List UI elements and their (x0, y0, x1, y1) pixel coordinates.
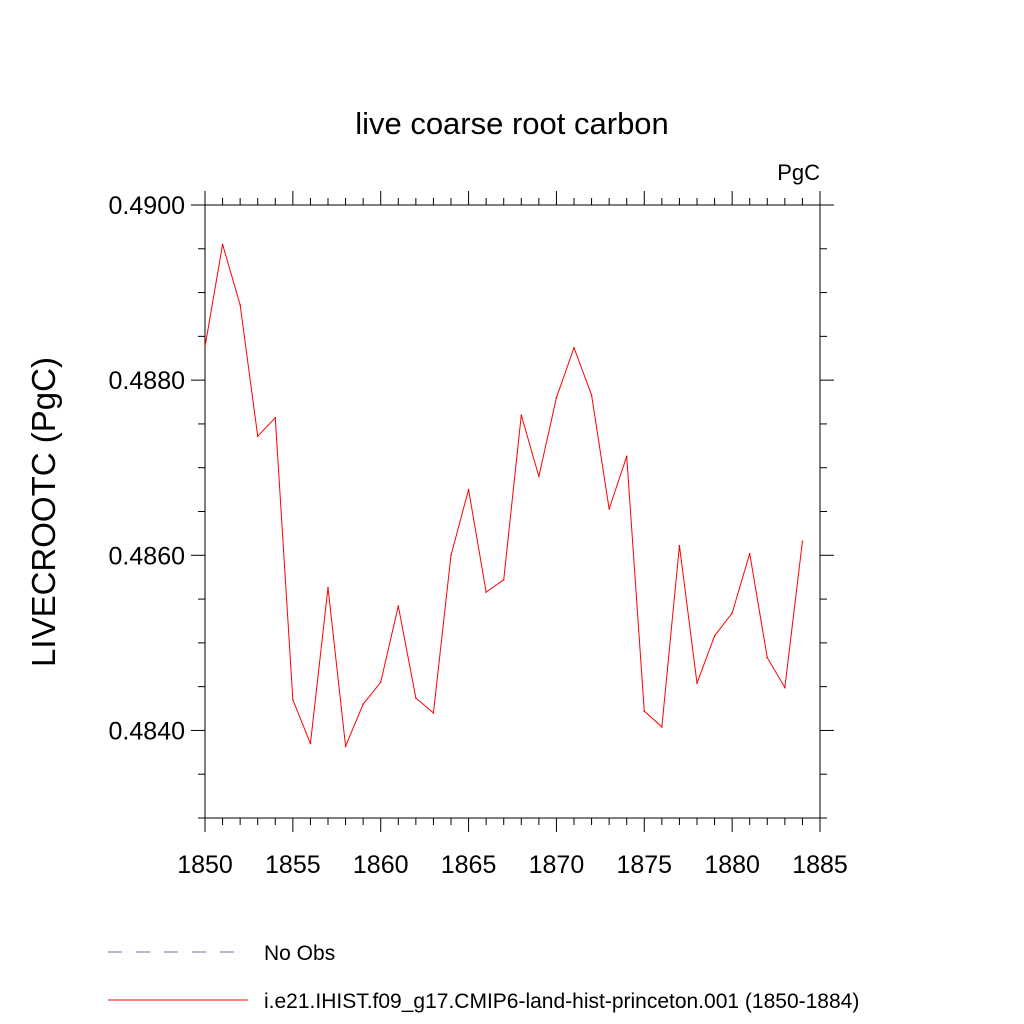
data-point (625, 455, 628, 458)
y-tick-label: 0.4880 (109, 367, 185, 395)
data-point (784, 686, 786, 689)
x-tick-label: 1880 (704, 851, 760, 879)
data-point (538, 475, 540, 478)
data-point (309, 742, 312, 745)
data-point (608, 508, 610, 510)
data-point (731, 612, 733, 614)
legend-label: i.e21.IHIST.f09_g17.CMIP6-land-hist-prin… (264, 990, 859, 1013)
data-point (221, 243, 224, 246)
plot-area (204, 243, 804, 749)
x-tick-label: 1860 (353, 851, 409, 879)
data-point (415, 697, 417, 699)
data-point (801, 540, 804, 543)
data-point (397, 605, 400, 607)
data-point (573, 346, 575, 349)
units-label: PgC (777, 160, 820, 185)
data-point (432, 712, 435, 714)
data-point (379, 681, 382, 684)
axes: 1850 1855 1860 1865 1870 1875 1880 1885 0.4840 0.… (109, 191, 848, 879)
data-point (590, 394, 593, 396)
data-point (467, 488, 470, 491)
data-point (327, 586, 329, 589)
x-tick-label: 1855 (265, 851, 321, 879)
data-point (274, 416, 277, 419)
plot-frame (204, 204, 821, 819)
data-point (555, 396, 558, 399)
y-tick-label: 0.4840 (109, 717, 185, 745)
x-tick-label: 1850 (177, 851, 233, 879)
data-point (643, 710, 646, 712)
chart-title: live coarse root carbon (355, 106, 669, 141)
data-point (344, 745, 347, 747)
data-point (485, 591, 487, 593)
data-point (713, 635, 716, 637)
series-line (204, 244, 803, 749)
data-point (204, 346, 206, 348)
x-tick-label: 1865 (441, 851, 497, 879)
data-point (450, 554, 452, 557)
legend: No Obs i.e21.IHIST.f09_g17.CMIP6-land-his… (108, 942, 859, 1013)
x-tick-label: 1875 (616, 851, 672, 879)
data-point (292, 698, 294, 701)
data-point (362, 703, 364, 705)
legend-label: No Obs (264, 942, 335, 965)
data-point (256, 435, 259, 437)
data-point (696, 682, 698, 684)
data-point (661, 726, 663, 728)
data-point (520, 414, 523, 416)
y-tick-label: 0.4860 (109, 542, 185, 570)
x-tick-label: 1885 (792, 851, 848, 879)
y-tick-label: 0.4900 (109, 192, 185, 220)
data-point (748, 552, 751, 555)
x-tick-label: 1870 (529, 851, 585, 879)
data-point (239, 304, 241, 306)
data-point (502, 579, 505, 581)
data-point (766, 656, 769, 659)
data-point (678, 544, 681, 547)
y-axis-label: LIVECROOTC (PgC) (25, 357, 62, 667)
